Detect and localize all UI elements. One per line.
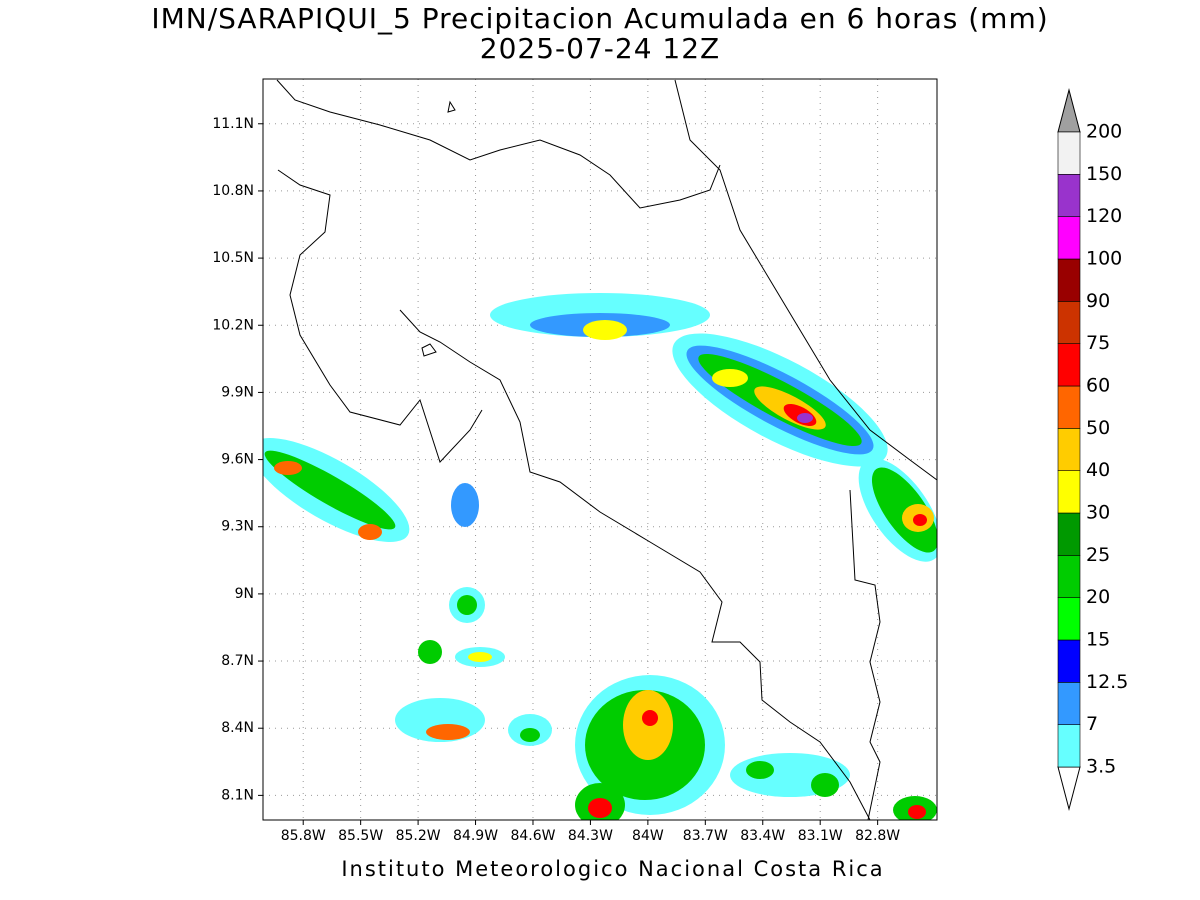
colorbar-label: 100	[1086, 248, 1122, 270]
colorbar-label: 12.5	[1086, 671, 1128, 693]
over-triangle	[1057, 88, 1081, 133]
colorbar-label: 20	[1086, 586, 1110, 608]
map-frame	[262, 78, 938, 821]
rain-band-pacific	[263, 438, 552, 746]
colorbar-label: 90	[1086, 290, 1110, 312]
colorbar-segment	[1057, 512, 1081, 556]
title: IMN/SARAPIQUI_5 Precipitacion Acumulada …	[151, 2, 1048, 35]
colorbar-segment	[1057, 555, 1081, 598]
rain-band-south	[575, 675, 937, 820]
lon-tick-label: 84W	[632, 828, 664, 844]
colorbar-label: 30	[1086, 502, 1110, 524]
lon-tick-label: 85.8W	[281, 828, 326, 844]
colorbar-segment	[1057, 682, 1081, 725]
colorbar-label: 3.5	[1086, 756, 1116, 778]
rain-band-caribbean	[490, 293, 937, 562]
lon-tick-label: 84.6W	[510, 828, 555, 844]
lat-tick-label: 8.1N	[221, 787, 254, 803]
lon-tick-label: 83.7W	[683, 828, 728, 844]
colorbar-label: 7	[1086, 713, 1098, 735]
colorbar: 3.5 7 12.5 15 20 25 30 40 50 60 75 90 100 120 150 200	[1057, 88, 1128, 811]
colorbar-label: 150	[1086, 163, 1122, 185]
lat-tick-label: 10.2N	[212, 317, 254, 333]
colorbar-segment	[1057, 385, 1081, 429]
colorbar-label: 60	[1086, 375, 1110, 397]
lon-tick-label: 82.8W	[855, 828, 900, 844]
lat-tick-label: 9.9N	[221, 384, 254, 400]
colorbar-label: 40	[1086, 459, 1110, 481]
colorbar-segment	[1057, 301, 1081, 344]
lat-tick-label: 10.5N	[212, 250, 254, 266]
footer: Instituto Meteorologico Nacional Costa R…	[341, 857, 884, 881]
lon-tick-label: 85.5W	[338, 828, 383, 844]
lon-tick-label: 84.3W	[568, 828, 613, 844]
colorbar-segment	[1057, 258, 1081, 302]
lon-tick-label: 83.4W	[740, 828, 785, 844]
colorbar-label: 50	[1086, 417, 1110, 439]
under-triangle	[1057, 766, 1081, 811]
coastlines	[276, 79, 937, 820]
subtitle: 2025-07-24 12Z	[480, 32, 720, 65]
lat-tick-label: 11.1N	[212, 116, 254, 132]
colorbar-segment	[1057, 174, 1081, 217]
colorbar-segment	[1057, 470, 1081, 514]
lat-tick-label: 9.6N	[221, 452, 254, 468]
colorbar-segment	[1057, 724, 1081, 768]
lon-tick-label: 85.2W	[396, 828, 441, 844]
colorbar-label: 200	[1086, 121, 1122, 143]
colorbar-label: 120	[1086, 205, 1122, 227]
precipitation-field	[263, 293, 937, 820]
colorbar-segment	[1057, 131, 1081, 175]
colorbar-segment	[1057, 639, 1081, 683]
lon-tick-label: 84.9W	[453, 828, 498, 844]
lat-tick-label: 10.8N	[212, 183, 254, 199]
colorbar-label: 15	[1086, 629, 1110, 651]
colorbar-label: 25	[1086, 544, 1110, 566]
colorbar-segment	[1057, 216, 1081, 260]
lat-tick-label: 8.7N	[221, 653, 254, 669]
colorbar-segment	[1057, 343, 1081, 387]
lon-tick-label: 83.1W	[798, 828, 843, 844]
lat-tick-label: 9.3N	[221, 519, 254, 535]
lat-tick-label: 8.4N	[221, 720, 254, 736]
colorbar-segment	[1057, 428, 1081, 471]
colorbar-label: 75	[1086, 332, 1110, 354]
lat-tick-label: 9N	[235, 586, 254, 602]
colorbar-segment	[1057, 597, 1081, 641]
